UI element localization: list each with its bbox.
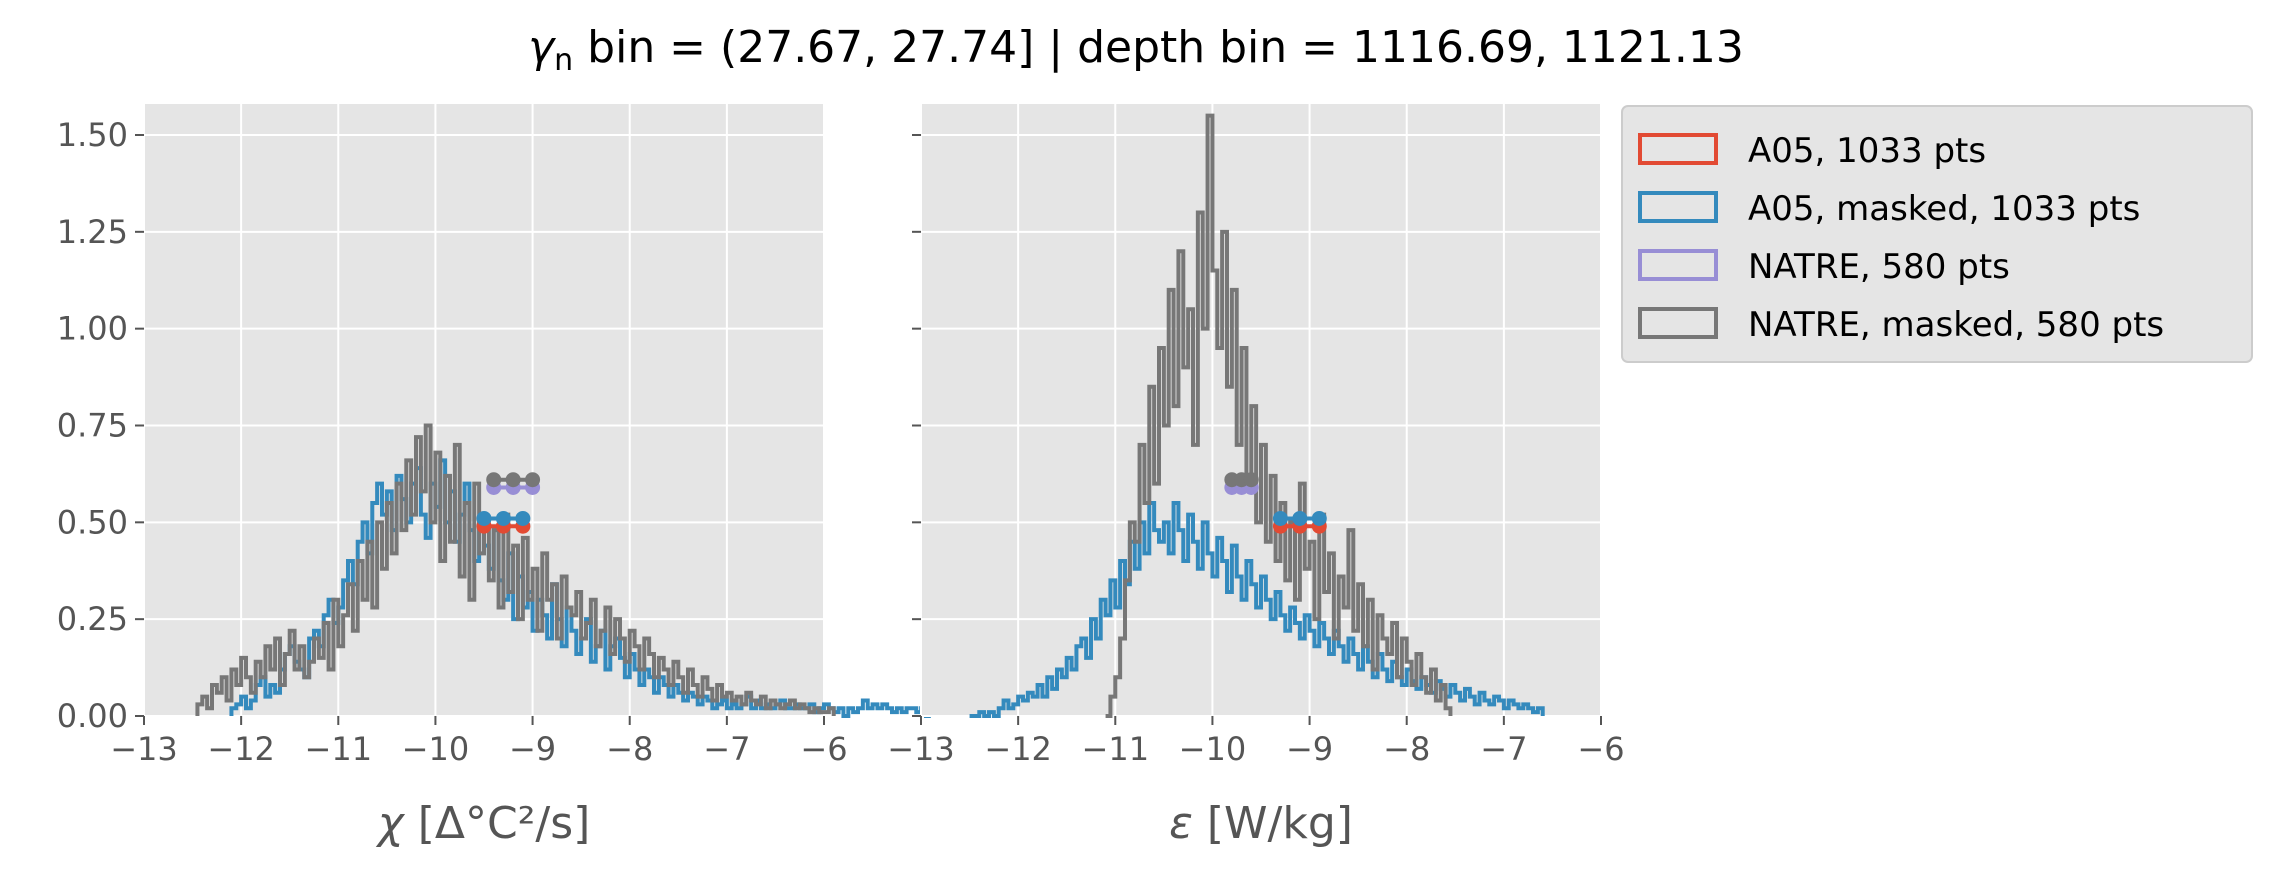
epsilon-axis-ticks: −13 −12 −11 −10 −9 −8 −7 −6 [887,133,1625,768]
marker-point-NATRE_masked [525,472,541,488]
y-tick-label: 0.75 [57,406,128,444]
legend: A05, 1033 pts A05, masked, 1033 pts NATRE,… [1621,105,2253,363]
epsilon-xlabel-rest: [W/kg] [1193,798,1353,849]
legend-swatch-NATRE_masked [1638,307,1718,339]
histogram-A05_masked [229,458,931,718]
x-tick-label: −6 [1577,730,1624,768]
title-symbol: γ [528,22,556,73]
epsilon-histograms [969,113,1545,718]
marker-point-A05_masked [1311,510,1327,526]
y-tick-label: 0.50 [57,503,128,541]
y-tick-label: 0.25 [57,600,128,638]
x-tick-label: −10 [402,730,470,768]
legend-label-NATRE_masked: NATRE, masked, 580 pts [1748,305,2164,345]
x-tick-label: −12 [984,730,1052,768]
legend-label-NATRE: NATRE, 580 pts [1748,247,2010,287]
marker-point-A05_masked [495,510,511,526]
marker-point-NATRE_masked [1243,472,1259,488]
x-tick-label: −11 [1082,730,1150,768]
marker-point-A05_masked [515,510,531,526]
x-tick-label: −13 [110,730,178,768]
legend-label-A05: A05, 1033 pts [1748,131,1986,171]
epsilon-gridlines [920,104,1602,717]
chi-histogram-panel: −13 −12 −11 −10 −9 −8 −7 −6 0.00 0.25 0.50 0.75 1.00… [57,104,931,849]
chi-xlabel-rest: [Δ°C²/s] [404,798,591,849]
epsilon-median-markers [1224,472,1327,534]
legend-label-A05_masked: A05, masked, 1033 pts [1748,189,2140,229]
chi-axis-ticks: −13 −12 −11 −10 −9 −8 −7 −6 0.00 0.25 0.50 0.75 1.00… [57,116,848,768]
x-tick-label: −8 [1383,730,1430,768]
marker-point-A05_masked [1272,510,1288,526]
x-tick-label: −8 [606,730,653,768]
y-tick-label: 0.00 [57,697,128,735]
title-subscript: n [554,43,573,78]
x-tick-label: −7 [1480,730,1527,768]
legend-swatch-A05 [1638,133,1718,165]
x-tick-label: −9 [509,730,556,768]
histogram-NATRE_masked [1105,113,1453,718]
x-tick-label: −9 [1286,730,1333,768]
epsilon-xlabel-symbol: ε [1169,798,1193,849]
epsilon-histogram-panel: −13 −12 −11 −10 −9 −8 −7 −6 ε [W/kg] [887,104,1625,849]
legend-swatch-A05_masked [1638,191,1718,223]
y-tick-label: 1.25 [57,213,128,251]
y-tick-label: 1.00 [57,310,128,348]
marker-point-A05_masked [1292,510,1308,526]
chi-gridlines [143,104,825,717]
x-tick-label: −7 [703,730,750,768]
chi-panel-background [144,104,824,716]
x-tick-label: −11 [305,730,373,768]
chi-xlabel-symbol: χ [376,798,406,849]
y-tick-label: 1.50 [57,116,128,154]
chi-median-markers [476,472,541,534]
epsilon-panel-background [921,104,1601,716]
legend-swatch-NATRE [1638,249,1718,281]
legend-frame [1621,105,2253,363]
chi-x-axis-label: χ [Δ°C²/s] [376,798,591,849]
chi-histograms [195,423,931,718]
marker-point-NATRE_masked [505,472,521,488]
x-tick-label: −6 [800,730,847,768]
histogram-NATRE_masked [195,423,836,716]
marker-point-A05_masked [476,510,492,526]
marker-point-NATRE_masked [486,472,502,488]
title-rest: bin = (27.67, 27.74] | depth bin = 1116.… [573,22,1744,73]
x-tick-label: −13 [887,730,955,768]
histogram-A05_masked [969,500,1545,718]
epsilon-x-axis-label: ε [W/kg] [1169,798,1353,849]
x-tick-label: −12 [207,730,275,768]
figure-title: γn bin = (27.67, 27.74] | depth bin = 11… [528,22,1744,78]
x-tick-label: −10 [1179,730,1247,768]
